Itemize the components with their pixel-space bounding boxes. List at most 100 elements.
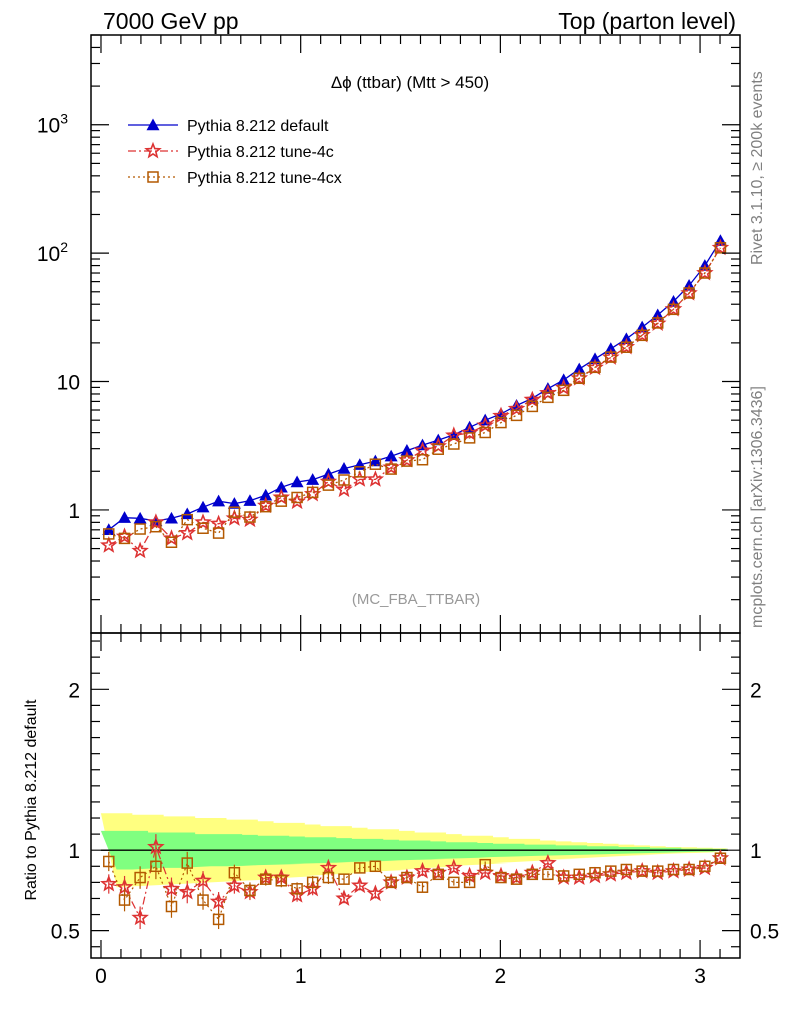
data-point	[448, 438, 460, 450]
legend-label-3: Pythia 8.212 tune-4cx	[187, 170, 342, 187]
y-tick-label: 10	[57, 372, 80, 395]
ratio-data-point	[416, 881, 429, 893]
data-point	[212, 494, 226, 507]
ratio-data-point	[99, 874, 118, 892]
ratio-data-point	[651, 865, 664, 877]
data-point	[209, 514, 228, 532]
ratio-data-point	[131, 908, 149, 926]
data-point	[413, 441, 432, 458]
data-point	[243, 494, 257, 506]
ratio-data-point	[162, 879, 181, 897]
data-point	[150, 520, 162, 533]
mcplots-label: mcplots.cern.ch [arXiv:1306.3436]	[749, 386, 766, 628]
data-point	[306, 473, 320, 485]
ratio-data-point	[150, 860, 162, 873]
ratio-data-point	[209, 892, 228, 910]
legend-label-2: Pythia 8.212 tune-4c	[187, 144, 334, 161]
ratio-y-tick-label: 1	[68, 840, 80, 863]
ratio-data-point	[194, 871, 212, 889]
data-point	[165, 536, 178, 549]
ratio-data-point	[573, 868, 585, 881]
series-3	[103, 242, 727, 549]
ratio-data-point	[306, 876, 319, 889]
ratio-data-point	[620, 863, 633, 876]
ratio-data-point	[103, 855, 115, 868]
data-point	[401, 455, 413, 467]
x-tick-label: 3	[694, 965, 706, 988]
data-point	[463, 432, 476, 444]
ratio-data-point	[557, 870, 570, 882]
ratio-data-point	[228, 866, 241, 879]
ratio-data-point	[385, 876, 397, 889]
ratio-data-point	[118, 894, 131, 906]
ratio-data-point	[476, 863, 495, 881]
data-point	[385, 463, 397, 475]
data-point	[667, 303, 680, 316]
ratio-series-line-1	[108, 844, 721, 920]
data-point	[147, 513, 165, 530]
data-point	[572, 362, 586, 375]
y-tick-label: 103	[37, 111, 68, 138]
series-2	[99, 238, 730, 559]
data-point	[460, 423, 479, 441]
ratio-data-point	[354, 862, 366, 874]
ratio-data-point	[448, 876, 460, 889]
ratio-data-point	[134, 871, 146, 884]
ratio-frame	[90, 632, 741, 959]
data-point	[164, 511, 178, 524]
data-point	[180, 507, 194, 520]
data-point	[322, 479, 335, 491]
data-point	[366, 470, 385, 487]
data-point	[526, 400, 539, 413]
ratio-plot-panel: 0.5 0.5 1 1 2 2 0 1 2 3	[51, 632, 779, 988]
ratio-data-point	[714, 852, 727, 864]
ratio-y-tick-label: 2	[68, 679, 80, 702]
data-point	[306, 486, 319, 499]
ratio-data-point	[350, 876, 369, 894]
data-point	[244, 511, 256, 523]
ratio-data-point	[338, 873, 350, 885]
data-point	[134, 523, 146, 535]
ratio-data-point	[667, 863, 680, 876]
ratio-data-point	[291, 883, 303, 895]
data-point	[133, 511, 147, 524]
y-tick-label: 1	[68, 500, 80, 523]
ratio-ylabel: Ratio to Pythia 8.212 default	[23, 699, 40, 901]
data-point	[103, 528, 115, 540]
data-point	[384, 449, 398, 462]
data-point	[636, 329, 648, 342]
legend: Pythia 8.212 default Pythia 8.212 tune-4c…	[128, 118, 342, 187]
data-point	[181, 513, 194, 526]
data-point	[400, 444, 414, 456]
data-point	[476, 416, 495, 433]
main-plot-title: Δϕ (ttbar) (Mtt > 450)	[331, 73, 489, 92]
ratio-data-point	[479, 858, 491, 871]
series-line-1	[108, 240, 721, 531]
ratio-data-point	[322, 871, 335, 884]
data-point	[118, 511, 132, 523]
data-point	[542, 391, 554, 404]
data-point	[228, 506, 241, 518]
data-point	[573, 372, 585, 385]
ratio-data-point	[319, 858, 338, 876]
ratio-y-tick-label-right: 2	[750, 679, 762, 702]
data-point	[510, 399, 524, 411]
data-point	[699, 267, 711, 279]
x-tick-label: 2	[495, 965, 507, 988]
data-point	[196, 500, 210, 513]
data-point	[354, 466, 366, 478]
ratio-data-point	[259, 873, 272, 885]
data-point	[227, 497, 241, 509]
ratio-data-point	[244, 884, 256, 897]
ratio-data-point	[683, 863, 695, 876]
ratio-data-point	[225, 876, 244, 894]
data-point	[523, 390, 542, 408]
header-left: 7000 GeV pp	[103, 8, 239, 34]
data-point	[259, 488, 273, 501]
data-point	[492, 406, 510, 424]
data-point	[557, 384, 570, 397]
data-point	[369, 458, 382, 470]
ratio-series-2	[103, 851, 727, 930]
data-point	[368, 454, 382, 467]
